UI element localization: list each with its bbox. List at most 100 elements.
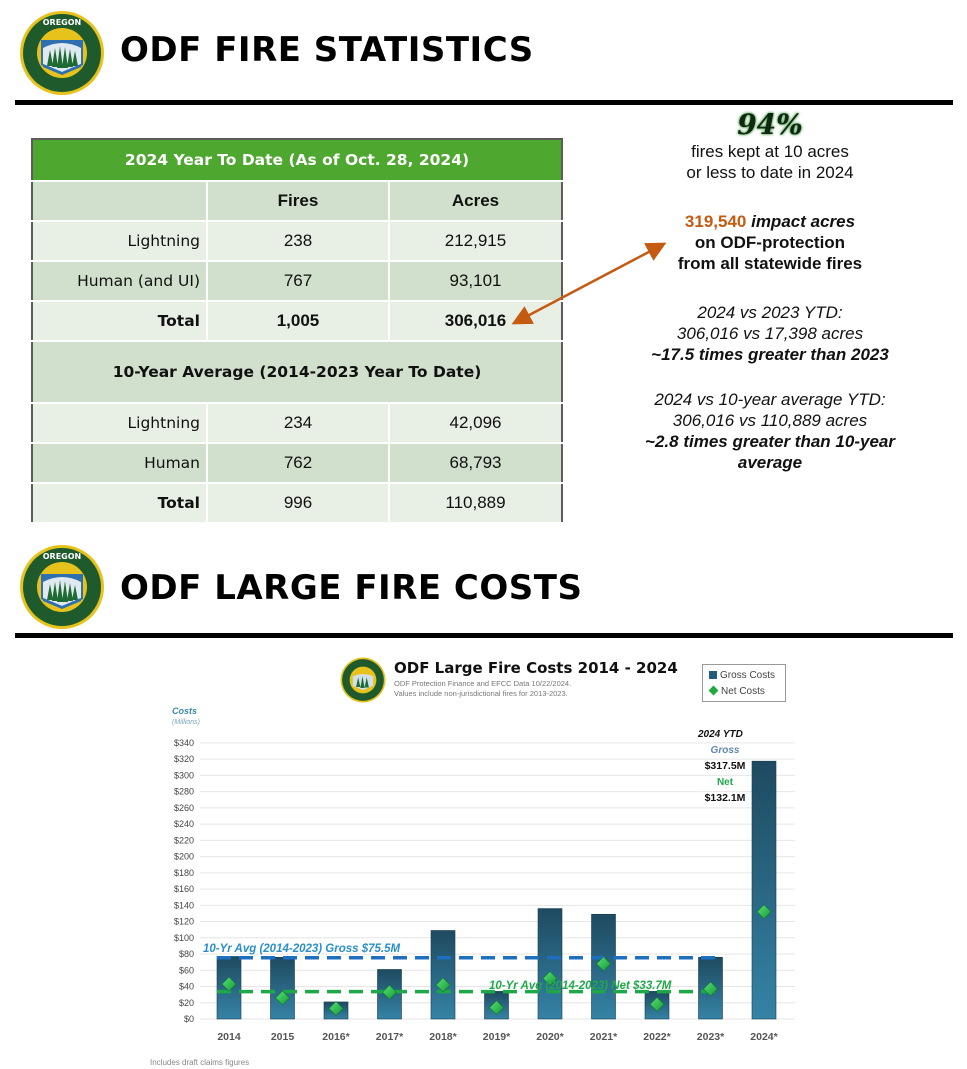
gross-cost-bar: [270, 956, 295, 1020]
row-label: Human: [32, 443, 208, 484]
net-cost-diamond-icon: [649, 996, 665, 1012]
ytd-fire-stats-table: 2024 Year To Date (As of Oct. 28, 2024) …: [31, 138, 563, 524]
ytd-annotation-title: 2024 YTD: [697, 729, 743, 740]
y-tick-label: $240: [174, 819, 194, 829]
net-cost-diamond-icon: [328, 1001, 344, 1016]
chart-title: ODF Large Fire Costs 2014 - 2024: [394, 659, 678, 677]
percent-caption-1: fires kept at 10 acres: [691, 142, 849, 161]
y-axis-title: Costs: [172, 706, 197, 716]
x-tick-label: 2021*: [590, 1031, 618, 1043]
impact-acres-number: 319,540: [684, 212, 747, 231]
legend-item-net: Net Costs: [708, 684, 779, 700]
table-header-row: Fires Acres: [32, 181, 562, 222]
large-fire-costs-header: OREGON ODF LARGE FIRE COSTS: [0, 540, 967, 640]
ytd-gross-label: Gross: [711, 745, 740, 756]
y-tick-label: $200: [174, 852, 194, 862]
acres-value: 68,793: [389, 443, 562, 484]
page-title-fire-statistics: ODF FIRE STATISTICS: [120, 30, 534, 70]
compare-2023-line-1: 2024 vs 2023 YTD:: [697, 303, 843, 322]
y-tick-label: $300: [174, 770, 194, 780]
net-cost-diamond-icon: [275, 990, 290, 1006]
column-header-blank: [32, 181, 208, 222]
large-fire-costs-chart: ODF Large Fire Costs 2014 - 2024 ODF Pro…: [150, 650, 810, 1069]
gross-cost-bar: [430, 930, 456, 1020]
avg-net-annotation: 10-Yr Avg (2014-2023) Net $33.7M: [489, 980, 672, 992]
compare-10yr-line-4: average: [737, 453, 803, 472]
x-tick-label: 2015: [271, 1031, 295, 1043]
stats-callouts: 94% fires kept at 10 acres or less to da…: [610, 108, 930, 473]
impact-line-2: on ODF-protection: [694, 233, 846, 252]
y-tick-label: $280: [174, 787, 194, 797]
x-tick-label: 2017*: [376, 1031, 404, 1043]
legend-item-gross: Gross Costs: [709, 668, 779, 684]
legend-label: Gross Costs: [720, 670, 776, 681]
acres-value: 212,915: [389, 221, 562, 262]
y-tick-label: $320: [174, 754, 194, 764]
table-row: Lightning 234 42,096: [32, 403, 562, 444]
svg-text:OREGON: OREGON: [43, 552, 82, 561]
chart-subtitle-2: Values include non-jurisdictional fires …: [394, 689, 568, 698]
net-cost-diamond-icon: [489, 1000, 504, 1016]
net-cost-diamond-icon: [756, 904, 772, 920]
acres-value: 306,016: [389, 301, 562, 342]
fires-value: 996: [207, 483, 390, 524]
net-cost-markers: [221, 904, 772, 1016]
table-row: Lightning 238 212,915: [32, 221, 562, 262]
x-tick-label: 2023*: [697, 1031, 725, 1043]
ytd-net-value: $132.1M: [705, 792, 746, 804]
y-tick-label: $140: [174, 900, 194, 910]
y-tick-label: $60: [179, 965, 194, 975]
y-tick-label: $100: [174, 933, 194, 943]
row-label: Human (and UI): [32, 261, 208, 302]
net-cost-diamond-icon: [596, 956, 611, 972]
y-axis-subtitle: (Millions): [172, 719, 200, 726]
column-header-fires: Fires: [207, 181, 390, 222]
row-label: Lightning: [32, 403, 208, 444]
odf-seal-logo-icon: OREGON: [20, 545, 104, 629]
fires-value: 234: [207, 403, 390, 444]
odf-seal-small-icon: [340, 657, 386, 703]
net-cost-diamond-icon: [703, 981, 718, 997]
svg-text:OREGON: OREGON: [43, 18, 82, 27]
table-row-total: Total 1,005 306,016: [32, 301, 562, 342]
ytd-net-label: Net: [717, 777, 734, 788]
percent-caption-2: or less to date in 2024: [686, 163, 854, 182]
legend-label: Net Costs: [721, 686, 765, 697]
y-tick-label: $20: [179, 998, 194, 1008]
net-cost-diamond-icon: [435, 977, 451, 993]
y-tick-label: $40: [179, 982, 194, 992]
ytd-gross-value: $317.5M: [705, 760, 746, 772]
fires-value: 762: [207, 443, 390, 484]
x-axis-labels: 2014 2015 2016* 2017* 2018* 2019* 2020* 2021* 20…: [217, 1031, 778, 1043]
compare-10yr-line-2: 306,016 vs 110,889 acres: [672, 411, 868, 430]
impact-line-3: from all statewide fires: [677, 254, 863, 273]
compare-10yr-line-3: ~2.8 times greater than 10-year: [645, 432, 895, 451]
fires-value: 767: [207, 261, 390, 302]
page-title-large-fire-costs: ODF LARGE FIRE COSTS: [120, 568, 583, 608]
row-label: Lightning: [32, 221, 208, 262]
chart-plot: Costs (Millions) $0 $20 $40 $60 $80 $100 $120 $…: [172, 706, 795, 1043]
row-label: Total: [32, 483, 208, 524]
fires-value: 238: [207, 221, 390, 262]
x-tick-label: 2022*: [643, 1031, 671, 1043]
y-tick-label: $220: [174, 835, 194, 845]
table-row: Human (and UI) 767 93,101: [32, 261, 562, 302]
odf-seal-logo-icon: OREGON: [20, 11, 104, 95]
chart-legend: Gross Costs Net Costs: [702, 664, 786, 702]
net-cost-diamond-icon: [382, 984, 397, 1000]
x-tick-label: 2024*: [750, 1031, 778, 1043]
net-cost-diamond-icon: [221, 976, 237, 992]
compare-2023-line-3: ~17.5 times greater than 2023: [651, 345, 889, 364]
acres-value: 93,101: [389, 261, 562, 302]
fire-stats-header: OREGON ODF FIRE STATISTICS: [0, 0, 967, 105]
x-tick-label: 2020*: [536, 1031, 564, 1043]
y-tick-label: $340: [174, 738, 194, 748]
header-divider: [15, 633, 953, 638]
y-tick-label: $120: [174, 917, 194, 927]
column-header-acres: Acres: [389, 181, 562, 222]
x-tick-label: 2018*: [429, 1031, 457, 1043]
ten-year-average-heading: 10-Year Average (2014-2023 Year To Date): [32, 341, 562, 404]
chart-subtitle-1: ODF Protection Finance and EFCC Data 10/…: [394, 679, 572, 688]
compare-2023-line-2: 306,016 vs 17,398 acres: [676, 324, 864, 343]
y-tick-label: $80: [179, 949, 194, 959]
